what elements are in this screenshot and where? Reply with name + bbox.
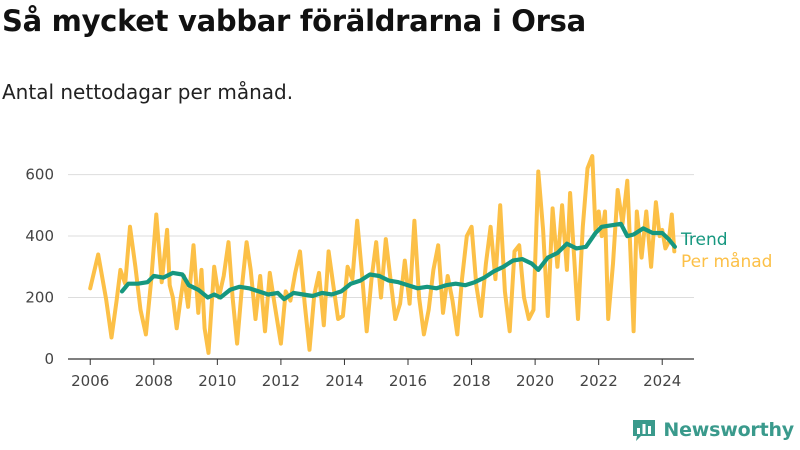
chart-subtitle: Antal nettodagar per månad. <box>2 80 294 104</box>
newsworthy-logo-icon <box>633 420 656 441</box>
newsworthy-logo: Newsworthy <box>631 418 794 442</box>
series-line-per-manad <box>88 154 677 355</box>
legend-label-trend: Trend <box>680 230 728 250</box>
chart-title: Så mycket vabbar föräldrarna i Orsa <box>2 4 586 38</box>
x-tick-label: 2010 <box>198 372 236 390</box>
x-tick-label: 2016 <box>389 372 427 390</box>
legend-label-per-manad: Per månad <box>681 251 772 272</box>
newsworthy-logo-text: Newsworthy <box>663 419 794 441</box>
y-tick-label: 400 <box>25 227 54 245</box>
series-line-trend <box>119 221 678 302</box>
x-tick-label: 2024 <box>643 372 681 390</box>
x-tick-label: 2012 <box>262 372 300 390</box>
y-axis: 0 200 400 600 <box>25 166 54 368</box>
x-tick-label: 2018 <box>452 372 490 390</box>
x-tick-label: 2008 <box>135 372 173 390</box>
x-tick-label: 2022 <box>580 372 618 390</box>
x-tick-label: 2014 <box>325 372 363 390</box>
x-axis: 2006 2008 2010 2012 2014 2016 2018 2020 2022 2024 <box>68 358 694 390</box>
y-tick-label: 600 <box>25 166 54 184</box>
series-lines <box>88 154 678 355</box>
y-tick-label: 0 <box>44 350 54 368</box>
x-tick-label: 2020 <box>516 372 554 390</box>
y-tick-label: 200 <box>25 289 54 307</box>
x-tick-label: 2006 <box>71 372 109 390</box>
